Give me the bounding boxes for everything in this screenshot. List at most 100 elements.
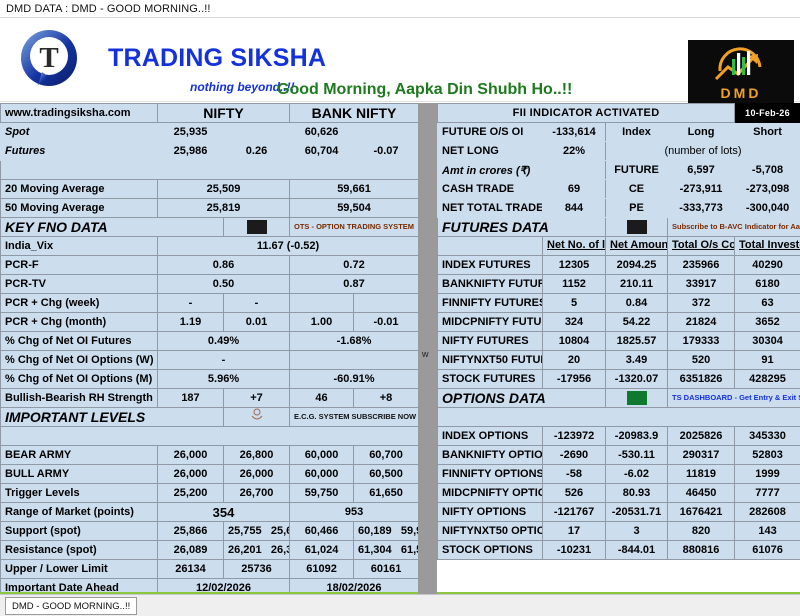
row-label-oi-futures: % Chg of Net OI Futures [0,331,158,351]
support-nifty-3: 25,645 [270,525,289,537]
row-label-range: Range of Market (points) [0,502,158,522]
net-long-value: 22% [542,141,606,161]
nifty-options-amount: -20531.71 [605,502,668,522]
fii-ce-name: CE [605,179,668,199]
window-titlebar: DMD DATA : DMD - GOOD MORNING..!! [0,0,800,18]
niftynxt50-futures-amount: 3.49 [605,350,668,370]
table-row-amt-crores: Amt in crores (₹) FUTURE 6,597 -5,708 [437,160,800,180]
india-vix-value: 11.67 (-0.52) [156,236,420,256]
midcpnifty-options-lots: 526 [542,483,606,503]
fii-ce-long: -273,911 [666,179,736,199]
table-row-nifty-futures: NIFTY FUTURES 10804 1825.57 179333 30304 [437,331,800,351]
banknifty-options-invested: 52803 [734,445,800,465]
os-taskbar: DMD - GOOD MORNING..!! [0,594,800,616]
bavc-logo[interactable] [605,217,668,237]
pcr-week-nifty-a: - [157,293,224,313]
row-label-nifty-options: NIFTY OPTIONS [437,502,543,522]
row-label-finnifty-futures: FINNIFTY FUTURES [437,293,543,313]
index-options-invested: 345330 [734,426,800,446]
resistance-nifty-1: 26,089 [157,540,224,560]
row-label-futures: Futures [0,141,158,161]
nifty-column-header: NIFTY [156,103,291,123]
fii-col-short-header: Short [734,122,800,142]
table-row-midcpnifty-futures: MIDCPNIFTY FUTURES 324 54.22 21824 3652 [437,312,800,332]
ecg-promo-text[interactable]: E.C.G. SYSTEM SUBSCRIBE NOW [289,407,420,427]
midcpnifty-futures-lots: 324 [542,312,606,332]
ecg-logo[interactable] [222,407,291,427]
banknifty-futures-contracts: 33917 [666,274,736,294]
bear-bank-a: 60,000 [289,445,355,465]
trigger-nifty-a: 25,200 [157,483,224,503]
ts-dashboard-logo[interactable] [605,388,668,408]
oi-options-w-nifty: - [156,350,291,370]
niftynxt50-futures-contracts: 520 [666,350,736,370]
bear-nifty-b: 26,800 [222,445,291,465]
nifty-futures-amount: 1825.57 [605,331,668,351]
finnifty-options-contracts: 11819 [666,464,736,484]
stock-options-lots: -10231 [542,540,606,560]
ots-logo[interactable] [222,217,291,237]
row-label-niftynxt50-futures: NIFTYNXT50 FUTURES [437,350,543,370]
bull-bank-a: 60,000 [289,464,355,484]
row-label-india-vix: India_Vix [0,236,158,256]
resistance-nifty-2: 26,201 [228,544,262,556]
stock-futures-contracts: 6351826 [666,369,736,389]
bavc-promo-text[interactable]: Subscribe to B-AVC Indicator for Aar-Paa… [666,217,800,237]
row-label-support: Support (spot) [0,521,158,541]
row-label-nifty-futures: NIFTY FUTURES [437,331,543,351]
table-row-range: Range of Market (points) 354 953 [0,502,420,522]
rh-bank-change: +8 [353,388,420,408]
row-label-trigger-levels: Trigger Levels [0,483,158,503]
stock-options-amount: -844.01 [605,540,668,560]
table-row-pcr-tv: PCR-TV 0.50 0.87 [0,274,420,294]
nifty-options-lots: -121767 [542,502,606,522]
dmd-chart-icon [714,47,762,81]
svg-text:T: T [39,42,58,74]
futures-col-amount: Net Amount (in crores) [605,236,668,256]
amt-crores-value [542,160,606,180]
pcr-tv-bank: 0.87 [289,274,420,294]
row-label-finnifty-options: FINNIFTY OPTIONS [437,464,543,484]
niftynxt50-options-lots: 17 [542,521,606,541]
row-label-cash-trade: CASH TRADE [437,179,543,199]
resistance-bank-group: 61,304 61,586 [353,540,420,560]
panel-divider-scrollbar[interactable]: w [418,103,437,616]
row-label-oi-options-w: % Chg of Net OI Options (W) [0,350,158,370]
row-label-50ma: 50 Moving Average [0,198,158,218]
fii-future-name: FUTURE [605,160,668,180]
futures-data-title: FUTURES DATA [437,217,606,237]
table-row-india-vix: India_Vix 11.67 (-0.52) [0,236,420,256]
ma20-bank: 59,661 [289,179,420,199]
row-label-20ma: 20 Moving Average [0,179,158,199]
nifty-futures-invested: 30304 [734,331,800,351]
table-row-finnifty-futures: FINNIFTY FUTURES 5 0.84 372 63 [437,293,800,313]
midcpnifty-options-invested: 7777 [734,483,800,503]
nifty-options-invested: 282608 [734,502,800,522]
table-row-stock-options: STOCK OPTIONS -10231 -844.01 880816 6107… [437,540,800,560]
row-label-stock-futures: STOCK FUTURES [437,369,543,389]
future-os-oi-value: -133,614 [542,122,606,142]
nifty-futures-lots: 10804 [542,331,606,351]
futures-data-header: FUTURES DATA Subscribe to B-AVC Indicato… [437,217,800,237]
pcr-tv-nifty: 0.50 [156,274,291,294]
pcr-month-bank-a: 1.00 [289,312,355,332]
support-bank-1: 60,466 [289,521,355,541]
table-row-trigger-levels: Trigger Levels 25,200 26,700 59,750 61,6… [0,483,420,503]
stock-futures-invested: 428295 [734,369,800,389]
resistance-nifty-3: 26,313 [270,544,289,556]
taskbar-window-button[interactable]: DMD - GOOD MORNING..!! [5,597,138,615]
brand-tagline: nothing beyond..!! [190,80,295,94]
bear-bank-b: 60,700 [353,445,420,465]
table-row-index-options: INDEX OPTIONS -123972 -20983.9 2025826 3… [437,426,800,446]
ots-promo-text[interactable]: OTS - OPTION TRADING SYSTEM [289,217,420,237]
row-label-banknifty-options: BANKNIFTY OPTIONS [437,445,543,465]
resistance-nifty-group: 26,201 26,313 [222,540,291,560]
ts-dashboard-promo-text[interactable]: TS DASHBOARD - Get Entry & Exit Signal i… [666,388,800,408]
row-label-midcpnifty-futures: MIDCPNIFTY FUTURES [437,312,543,332]
index-options-contracts: 2025826 [666,426,736,446]
row-label-niftynxt50-options: NIFTYNXT50 OPTIONS [437,521,543,541]
fii-future-short: -5,708 [734,160,800,180]
fii-pe-name: PE [605,198,668,218]
support-nifty-2: 25,755 [228,525,262,537]
table-row-midcpnifty-options: MIDCPNIFTY OPTIONS 526 80.93 46450 7777 [437,483,800,503]
